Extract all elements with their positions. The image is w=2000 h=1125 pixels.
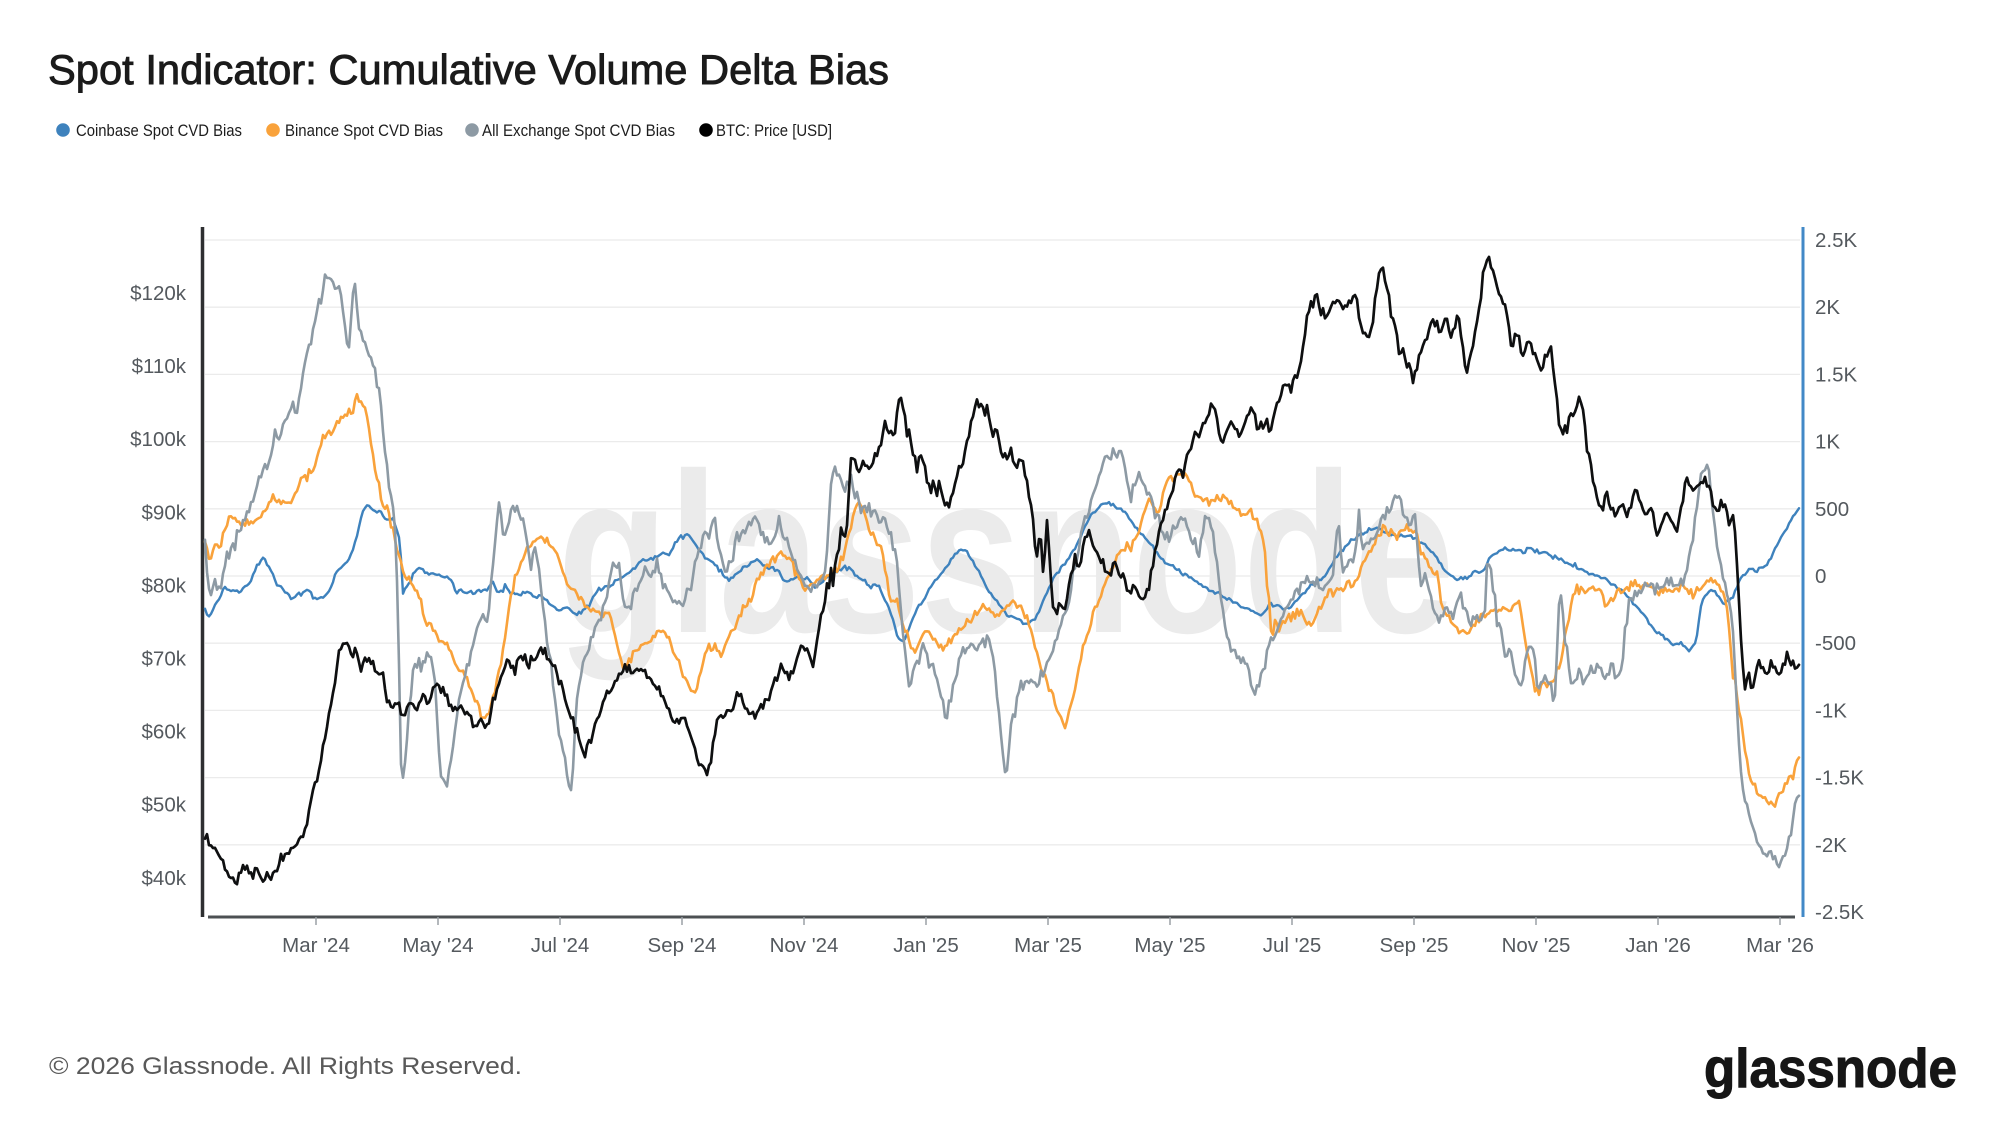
svg-text:$110k: $110k	[132, 355, 187, 378]
svg-text:© 2026 Glassnode. All Rights R: © 2026 Glassnode. All Rights Reserved.	[49, 1053, 522, 1080]
svg-text:1.5K: 1.5K	[1815, 363, 1857, 386]
svg-text:May '25: May '25	[1134, 934, 1205, 957]
svg-text:Sep '24: Sep '24	[648, 934, 717, 957]
svg-text:May '24: May '24	[402, 934, 473, 957]
svg-text:-2K: -2K	[1815, 834, 1847, 857]
svg-text:glassnode: glassnode	[557, 427, 1454, 681]
svg-text:$90k: $90k	[142, 501, 187, 524]
svg-text:All Exchange Spot CVD Bias: All Exchange Spot CVD Bias	[482, 122, 675, 140]
svg-text:Nov '25: Nov '25	[1502, 934, 1571, 957]
svg-text:$80k: $80k	[142, 574, 187, 597]
svg-text:-2.5K: -2.5K	[1815, 901, 1864, 924]
svg-text:Jul '24: Jul '24	[531, 934, 590, 957]
svg-text:2K: 2K	[1815, 296, 1840, 319]
svg-text:Jul '25: Jul '25	[1263, 934, 1322, 957]
svg-text:Binance Spot CVD Bias: Binance Spot CVD Bias	[285, 122, 443, 140]
svg-text:Mar '25: Mar '25	[1014, 934, 1082, 957]
svg-text:$120k: $120k	[130, 282, 187, 305]
svg-text:$70k: $70k	[142, 648, 187, 671]
svg-text:-1K: -1K	[1815, 699, 1847, 722]
svg-text:Jan '25: Jan '25	[893, 934, 958, 957]
svg-text:-500: -500	[1815, 632, 1856, 655]
svg-text:500: 500	[1815, 498, 1849, 521]
svg-text:glassnode: glassnode	[1704, 1037, 1957, 1099]
svg-text:BTC: Price [USD]: BTC: Price [USD]	[716, 122, 832, 140]
svg-text:Sep '25: Sep '25	[1380, 934, 1449, 957]
svg-text:Jan '26: Jan '26	[1625, 934, 1690, 957]
svg-text:1K: 1K	[1815, 431, 1840, 454]
svg-text:$60k: $60k	[142, 721, 187, 744]
svg-text:Mar '24: Mar '24	[282, 934, 350, 957]
svg-text:$100k: $100k	[130, 428, 187, 451]
svg-text:Mar '26: Mar '26	[1746, 934, 1814, 957]
svg-text:Nov '24: Nov '24	[770, 934, 839, 957]
svg-text:Coinbase Spot CVD Bias: Coinbase Spot CVD Bias	[76, 122, 242, 140]
svg-text:$50k: $50k	[142, 794, 187, 817]
svg-text:Spot Indicator: Cumulative Vol: Spot Indicator: Cumulative Volume Delta …	[48, 46, 889, 93]
svg-text:$40k: $40k	[142, 867, 187, 890]
svg-text:-1.5K: -1.5K	[1815, 767, 1864, 790]
svg-text:2.5K: 2.5K	[1815, 229, 1857, 252]
svg-text:0: 0	[1815, 565, 1826, 588]
